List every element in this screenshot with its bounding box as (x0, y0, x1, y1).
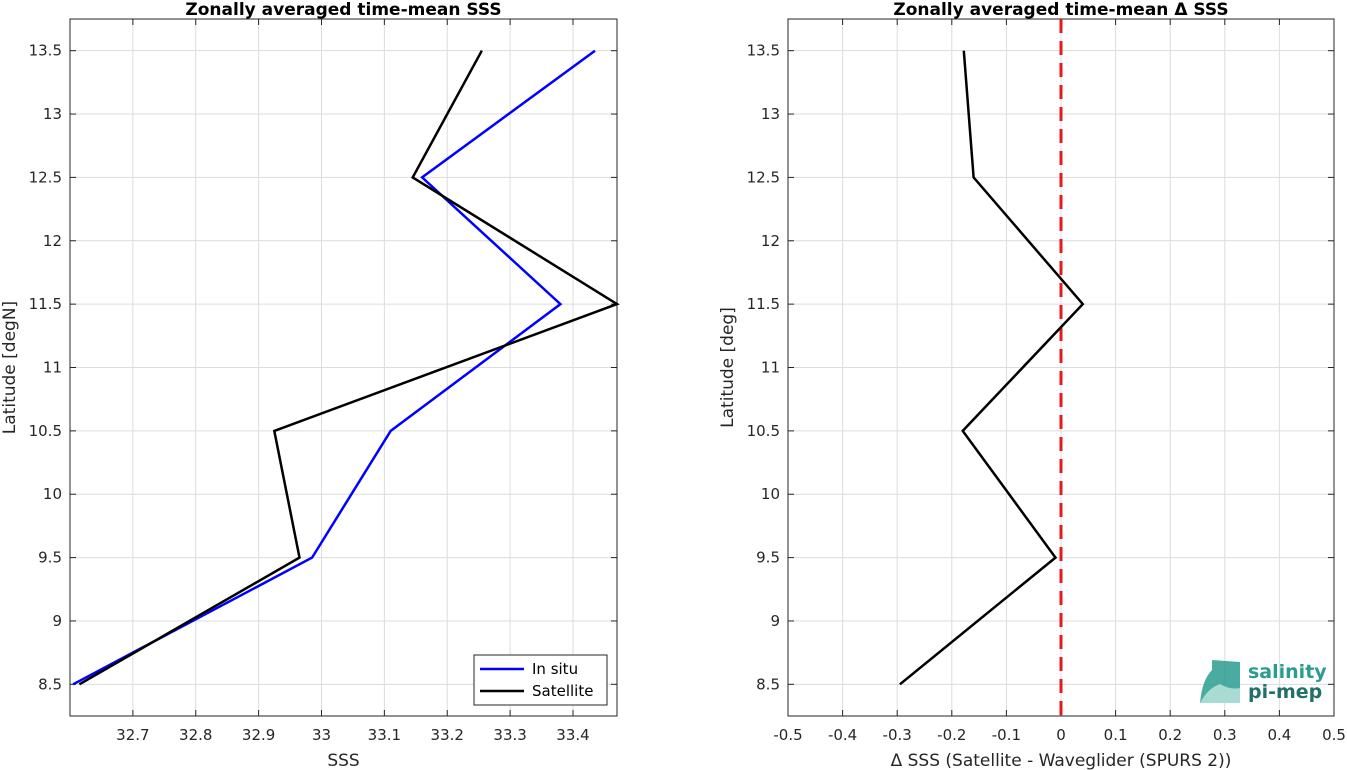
x-tick-label: 32.9 (242, 726, 275, 744)
x-tick-label: 33.1 (368, 726, 401, 744)
x-tick-label: 0.2 (1158, 726, 1182, 744)
x-tick-label: 33 (312, 726, 331, 744)
x-axis-label: Δ SSS (Satellite - Waveglider (SPURS 2)) (891, 751, 1232, 770)
x-tick-label: 33.3 (493, 726, 526, 744)
y-tick-label: 10.5 (29, 422, 62, 440)
y-tick-label: 11.5 (747, 295, 780, 313)
y-tick-label: 13.5 (29, 42, 62, 60)
y-tick-label: 10.5 (747, 422, 780, 440)
x-axis-label: SSS (327, 751, 359, 770)
y-tick-label: 8.5 (756, 675, 780, 693)
y-tick-label: 12.5 (29, 168, 62, 186)
y-tick-label: 12 (43, 232, 62, 250)
y-axis-label: Latitude [deg] (718, 307, 738, 428)
x-tick-label: 0.3 (1213, 726, 1237, 744)
series-line-0 (72, 49, 596, 686)
x-tick-label: 0 (1056, 726, 1066, 744)
series-line-1 (78, 50, 620, 686)
x-tick-label: 33.2 (431, 726, 464, 744)
x-tick-label: 32.8 (179, 726, 212, 744)
y-tick-label: 10 (43, 485, 62, 503)
x-tick-label: 33.4 (556, 726, 589, 744)
x-tick-label: -0.5 (773, 726, 802, 744)
panel-delta-sss: -0.5 -0.4 -0.3 -0.2 -0.1 0 0.1 0.2 0.3 0.4 0.5 8.5 9… (718, 0, 1346, 770)
x-tick-label: -0.1 (992, 726, 1021, 744)
x-tick-label: -0.4 (828, 726, 857, 744)
y-tick-label: 11.5 (29, 295, 62, 313)
y-tick-label: 12.5 (747, 168, 780, 186)
y-axis-label: Latitude [degN] (0, 301, 20, 434)
x-tick-label: 0.1 (1104, 726, 1128, 744)
y-tick-label: 12 (761, 232, 780, 250)
x-tick-label: 0.5 (1322, 726, 1346, 744)
x-tick-label: 32.7 (116, 726, 149, 744)
y-tick-label: 9.5 (38, 549, 62, 567)
y-tick-label: 9 (770, 612, 780, 630)
legend-label: In situ (532, 660, 578, 678)
logo-text-pimep: pi-mep (1248, 681, 1322, 703)
y-tick-label: 13 (43, 105, 62, 123)
chart-title: Zonally averaged time-mean Δ SSS (893, 0, 1228, 20)
series-line-0 (899, 50, 1085, 686)
y-tick-label: 13 (761, 105, 780, 123)
chart-title: Zonally averaged time-mean SSS (185, 0, 501, 20)
y-tick-label: 11 (43, 359, 62, 377)
x-tick-label: -0.3 (883, 726, 912, 744)
y-tick-label: 10 (761, 485, 780, 503)
y-tick-label: 8.5 (38, 675, 62, 693)
salinity-pimep-logo: salinity pi-mep (1200, 660, 1327, 703)
legend-box (473, 654, 608, 706)
legend-label: Satellite (532, 682, 593, 700)
x-tick-label: -0.2 (937, 726, 966, 744)
x-tick-label: 0.4 (1267, 726, 1291, 744)
panel-sss: 32.7 32.8 32.9 33 33.1 33.2 33.3 33.4 8.5 9 9.5 10 1… (0, 0, 620, 770)
y-tick-label: 13.5 (747, 42, 780, 60)
y-tick-label: 9 (52, 612, 62, 630)
y-tick-label: 9.5 (756, 549, 780, 567)
y-tick-label: 11 (761, 359, 780, 377)
logo-wave-shape-light (1200, 684, 1240, 703)
logo-text-salinity: salinity (1248, 661, 1327, 683)
